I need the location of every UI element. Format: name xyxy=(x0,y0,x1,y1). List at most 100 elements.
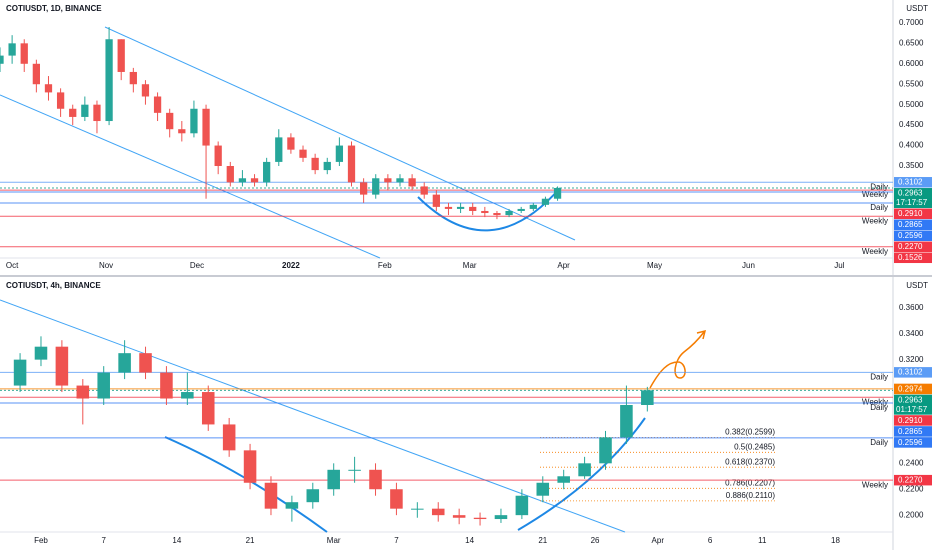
candle-body xyxy=(55,346,69,386)
candle-body xyxy=(139,353,152,373)
x-tick-label: 6 xyxy=(708,536,713,545)
candle-body xyxy=(335,145,344,162)
price-tag-label: 0.2974 xyxy=(898,384,923,393)
price-tag-label: 0.3102 xyxy=(898,178,923,187)
candle-body xyxy=(456,206,465,209)
price-tag xyxy=(894,177,932,188)
price-tag-label: 0.2596 xyxy=(898,438,923,447)
x-tick-label: Mar xyxy=(463,261,477,270)
candle-body xyxy=(541,198,550,205)
candle-body xyxy=(93,104,101,122)
level-note: Daily xyxy=(870,403,888,412)
arrow-head xyxy=(696,329,707,340)
price-tag-label: 0.2270 xyxy=(898,476,923,485)
price-tag xyxy=(894,241,932,253)
price-tag xyxy=(894,437,932,448)
price-tag-label: 0.2270 xyxy=(898,242,923,251)
candle-body xyxy=(359,182,368,195)
y-tick-label: 0.6000 xyxy=(899,59,924,68)
price-tag-label: 0.2910 xyxy=(898,416,923,425)
x-tick-label: 7 xyxy=(394,536,399,545)
candle-body xyxy=(348,469,361,471)
candle-body xyxy=(32,63,40,85)
channel-line xyxy=(104,26,576,241)
x-tick-label: Feb xyxy=(34,536,48,545)
x-tick-label: 2022 xyxy=(282,261,300,270)
level-note: Daily xyxy=(870,438,888,447)
candle-body xyxy=(202,108,210,146)
level-note: Daily xyxy=(870,182,888,191)
candle-body xyxy=(327,469,340,490)
candle-body xyxy=(160,372,173,399)
candle-body xyxy=(481,210,489,214)
candle-body xyxy=(529,204,537,209)
y-tick-label: 0.4000 xyxy=(899,141,924,150)
trend-line xyxy=(0,299,626,533)
price-tag xyxy=(894,383,932,395)
y-tick-label: 0.6500 xyxy=(899,38,924,47)
fib-label: 0.5(0.2485) xyxy=(734,442,775,451)
axis-unit: USDT xyxy=(906,281,928,290)
candle-body xyxy=(243,450,257,483)
candle-body xyxy=(641,390,654,405)
candle-body xyxy=(8,43,16,56)
x-tick-label: Apr xyxy=(557,261,570,270)
candle-body xyxy=(153,96,162,113)
candle-body xyxy=(222,424,236,451)
candle-body xyxy=(226,166,234,183)
price-tag xyxy=(894,426,932,437)
chart-title: COTIUSDT, 1D, BINANCE xyxy=(6,4,102,13)
price-tag-label: 0.2963 xyxy=(898,189,923,198)
candle-body xyxy=(306,489,320,503)
y-tick-label: 0.3500 xyxy=(899,161,924,170)
channel-line xyxy=(0,94,381,259)
candle-body xyxy=(141,84,150,97)
candle-body xyxy=(444,206,453,209)
candle-body xyxy=(420,186,428,195)
axis-unit: USDT xyxy=(906,4,928,13)
candle-body xyxy=(20,43,28,64)
candle-body xyxy=(553,187,562,199)
level-note: Weekly xyxy=(862,247,888,256)
price-tag-label: 0.2596 xyxy=(898,231,923,240)
price-tag xyxy=(894,188,932,209)
candle-body xyxy=(473,517,487,520)
candle-body xyxy=(76,385,90,399)
x-tick-label: Oct xyxy=(6,261,19,270)
candle-body xyxy=(431,508,445,516)
candle-body xyxy=(515,495,529,516)
x-tick-label: 14 xyxy=(172,536,181,545)
candle-body xyxy=(578,463,591,477)
candle-body xyxy=(250,178,259,183)
candle-body xyxy=(181,392,194,399)
candle-body xyxy=(557,476,570,483)
price-tag xyxy=(894,208,932,220)
y-tick-label: 0.5000 xyxy=(899,100,924,109)
x-tick-label: Dec xyxy=(190,261,204,270)
candle-body xyxy=(13,359,27,386)
y-tick-label: 0.7000 xyxy=(899,18,924,27)
fib-label: 0.886(0.2110) xyxy=(726,491,776,500)
candle-body xyxy=(452,515,466,518)
candle-body xyxy=(44,84,53,93)
level-note: Weekly xyxy=(862,216,888,225)
candle-body xyxy=(390,489,403,509)
candle-body xyxy=(275,137,283,162)
y-tick-label: 0.2400 xyxy=(899,458,924,467)
chart-title: COTIUSDT, 4h, BINANCE xyxy=(6,281,101,290)
candle-body xyxy=(190,108,198,134)
fib-label: 0.382(0.2599) xyxy=(725,428,775,437)
y-tick-label: 0.4500 xyxy=(899,120,924,129)
y-tick-label: 0.3200 xyxy=(899,355,924,364)
y-tick-label: 0.5500 xyxy=(899,79,924,88)
price-tag-label: 0.2910 xyxy=(898,209,923,218)
candle-body xyxy=(0,55,4,64)
candle-body xyxy=(494,515,508,520)
level-note: Weekly xyxy=(862,480,888,489)
candle-body xyxy=(347,145,356,183)
candle-body xyxy=(287,137,295,150)
price-tag-label: 0.3102 xyxy=(898,368,923,377)
candle-body xyxy=(372,178,380,195)
